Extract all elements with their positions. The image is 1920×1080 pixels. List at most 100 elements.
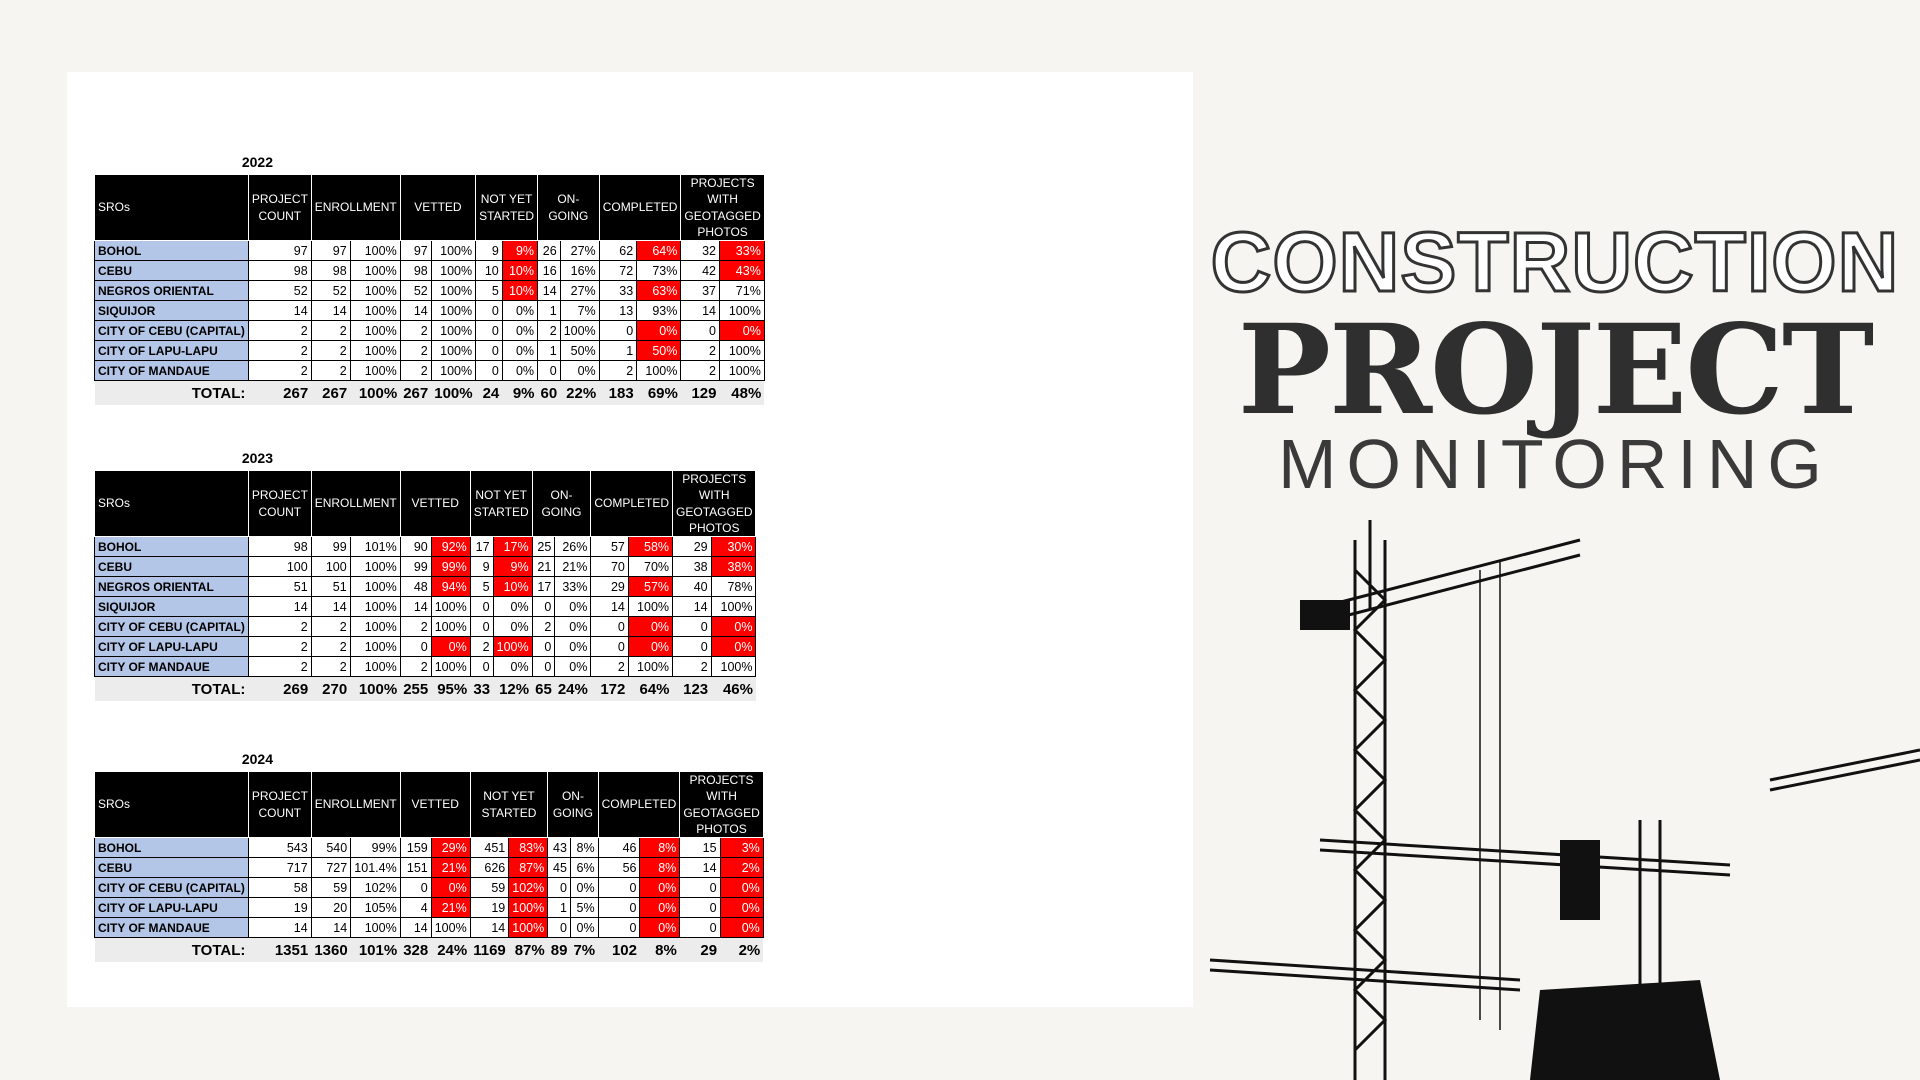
cell: 32 bbox=[680, 240, 720, 261]
cell: 0 bbox=[598, 320, 638, 341]
cell: 8% bbox=[569, 837, 599, 858]
cell: 6% bbox=[569, 857, 599, 878]
data-row: CITY OF LAPU-LAPU 19 20 105% 4 21% 19 100% 1 5% 0 0… bbox=[94, 897, 764, 918]
cell: 97 bbox=[247, 240, 312, 261]
cell: 10 bbox=[475, 260, 503, 281]
header-cell: NOT YET STARTED bbox=[469, 470, 533, 537]
cell: 100% bbox=[349, 596, 401, 617]
total-cell: 64% bbox=[628, 676, 673, 701]
cell: 0 bbox=[597, 917, 641, 938]
cell: 14 bbox=[399, 300, 432, 321]
cell: 2 bbox=[247, 360, 312, 381]
cell: 451 bbox=[469, 837, 510, 858]
header-cell: ON-GOING bbox=[537, 174, 600, 241]
cell: 100% bbox=[349, 616, 401, 637]
header-cell: COMPLETED bbox=[598, 174, 682, 241]
cell: 7% bbox=[559, 300, 600, 321]
cell: 1 bbox=[547, 897, 571, 918]
cell: 20 bbox=[310, 897, 352, 918]
cell: 0 bbox=[475, 320, 503, 341]
total-cell: 48% bbox=[719, 380, 765, 405]
total-cell: 102 bbox=[598, 937, 640, 962]
cell: 100% bbox=[430, 320, 477, 341]
cell: 14 bbox=[310, 596, 351, 617]
cell: 27% bbox=[559, 280, 600, 301]
cell: 100 bbox=[247, 556, 312, 577]
total-label: TOTAL: bbox=[94, 937, 249, 962]
total-cell: 123 bbox=[672, 676, 712, 701]
cell: 21% bbox=[554, 556, 592, 577]
cell: 30% bbox=[710, 536, 757, 557]
cell: 100% bbox=[430, 340, 477, 361]
cell: 0 bbox=[531, 596, 556, 617]
cell: 1 bbox=[537, 300, 561, 321]
cell: 0 bbox=[672, 616, 712, 637]
cell: 100% bbox=[430, 300, 477, 321]
header-row: SROs PROJECT COUNT ENROLLMENT VETTED NOT YET… bbox=[94, 470, 757, 537]
data-row: CITY OF MANDAUE 14 14 100% 14 100% 14 100% 0 0% 0 0… bbox=[94, 917, 764, 938]
cell: 83% bbox=[508, 837, 549, 858]
cell: 50% bbox=[636, 340, 682, 361]
cell: 63% bbox=[636, 280, 682, 301]
sro-name: BOHOL bbox=[94, 837, 249, 858]
cell: 0% bbox=[554, 656, 592, 677]
cell: 94% bbox=[430, 576, 471, 597]
sro-name: CITY OF MANDAUE bbox=[94, 360, 249, 381]
cell: 5 bbox=[475, 280, 503, 301]
sro-name: CITY OF MANDAUE bbox=[94, 656, 249, 677]
cell: 100% bbox=[430, 917, 471, 938]
cell: 99% bbox=[350, 837, 401, 858]
header-cell: ENROLLMENT bbox=[310, 174, 401, 241]
cell: 8% bbox=[639, 837, 681, 858]
header-cell: PROJECT COUNT bbox=[247, 470, 312, 537]
header-cell: COMPLETED bbox=[597, 771, 681, 838]
total-cell: 100% bbox=[350, 380, 401, 405]
header-cell: VETTED bbox=[399, 174, 477, 241]
cell: 0% bbox=[492, 596, 533, 617]
cell: 70% bbox=[627, 556, 674, 577]
total-cell: 8% bbox=[639, 937, 680, 962]
total-cell: 12% bbox=[493, 676, 533, 701]
sro-name: BOHOL bbox=[94, 536, 249, 557]
cell: 100% bbox=[430, 616, 471, 637]
cell: 92% bbox=[430, 536, 471, 557]
cell: 97 bbox=[399, 240, 432, 261]
total-cell: 255 bbox=[400, 676, 432, 701]
cell: 43 bbox=[547, 837, 571, 858]
cell: 100% bbox=[349, 320, 401, 341]
cell: 33 bbox=[598, 280, 638, 301]
total-cell: 95% bbox=[431, 676, 471, 701]
cell: 33% bbox=[718, 240, 765, 261]
cell: 2 bbox=[310, 616, 351, 637]
cell: 58 bbox=[247, 877, 312, 898]
cell: 64% bbox=[636, 240, 682, 261]
header-cell: PROJECTS WITH GEOTAGGED PHOTOS bbox=[680, 174, 765, 241]
sro-name: NEGROS ORIENTAL bbox=[94, 576, 249, 597]
cell: 100% bbox=[508, 917, 549, 938]
cell: 71% bbox=[718, 280, 765, 301]
total-cell: 46% bbox=[711, 676, 756, 701]
header-cell: SROs bbox=[94, 470, 249, 537]
cell: 100% bbox=[627, 596, 674, 617]
cell: 14 bbox=[247, 596, 312, 617]
sro-name: CEBU bbox=[94, 857, 249, 878]
cell: 5 bbox=[469, 576, 494, 597]
cell: 21% bbox=[430, 857, 471, 878]
data-table: SROs PROJECT COUNT ENROLLMENT VETTED NOT YET… bbox=[94, 470, 757, 701]
data-row: NEGROS ORIENTAL 52 52 100% 52 100% 5 10% 14 27% 33… bbox=[94, 280, 765, 301]
cell: 0 bbox=[469, 596, 494, 617]
total-cell: 24% bbox=[431, 937, 471, 962]
header-cell: ENROLLMENT bbox=[310, 771, 401, 838]
cell: 52 bbox=[399, 280, 432, 301]
data-row: CITY OF LAPU-LAPU 2 2 100% 2 100% 0 0% 1 50% 1 50% 2… bbox=[94, 340, 765, 361]
cell: 0% bbox=[718, 320, 765, 341]
cell: 102% bbox=[350, 877, 401, 898]
cell: 100% bbox=[349, 240, 401, 261]
cell: 2 bbox=[399, 656, 432, 677]
header-cell: PROJECTS WITH GEOTAGGED PHOTOS bbox=[672, 470, 757, 537]
data-row: CITY OF MANDAUE 2 2 100% 2 100% 0 0% 0 0% 2 100% 2 10… bbox=[94, 360, 765, 381]
cell: 2 bbox=[310, 320, 351, 341]
cell: 27% bbox=[559, 240, 600, 261]
total-row: TOTAL: 1351 1360 101% 328 24% 1169 87% 89 7% 102 8%… bbox=[94, 937, 764, 962]
cell: 0% bbox=[639, 877, 681, 898]
